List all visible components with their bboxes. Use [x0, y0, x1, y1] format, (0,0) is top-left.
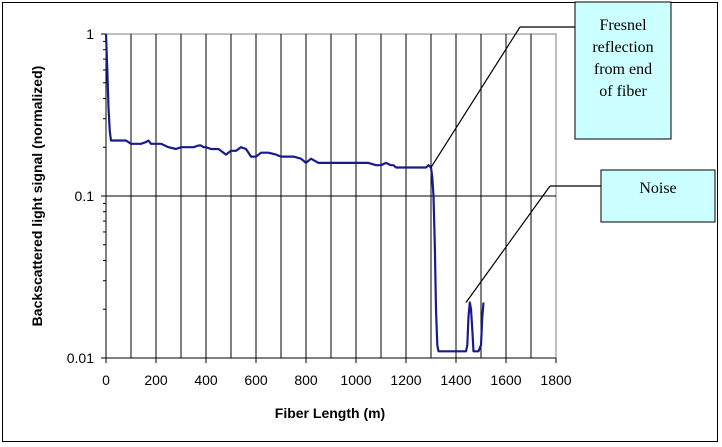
- callout-text: Noise: [639, 180, 676, 197]
- series-line: [104, 33, 485, 353]
- y-tick-label: 1: [86, 26, 94, 42]
- callout-text: from end: [594, 61, 652, 78]
- x-tick-label: 1400: [440, 372, 471, 388]
- x-tick-label: 200: [144, 372, 168, 388]
- callouts: Fresnel reflection from end of fiber Noise: [430, 1, 716, 303]
- y-tick-label: 0.01: [67, 350, 94, 366]
- y-axis-title: Backscattered light signal (normalized): [29, 66, 45, 327]
- callout-1: Noise: [465, 169, 716, 303]
- x-axis-title: Fiber Length (m): [275, 405, 385, 421]
- series: [104, 33, 485, 353]
- callout-box: [574, 1, 672, 140]
- callout-leader: [465, 185, 551, 303]
- callout-text: reflection: [592, 39, 653, 56]
- x-tick-label: 0: [102, 372, 110, 388]
- x-tick-label: 600: [244, 372, 268, 388]
- x-tick-label: 400: [194, 372, 218, 388]
- x-tick-label: 1000: [340, 372, 371, 388]
- y-ticks: 0.01 0.1 1: [67, 26, 106, 366]
- x-tick-label: 1600: [490, 372, 521, 388]
- y-tick-label: 0.1: [75, 188, 95, 204]
- callout-0: Fresnel reflection from end of fiber: [430, 1, 672, 168]
- callout-text: of fiber: [599, 83, 647, 100]
- callout-text: Fresnel: [599, 17, 647, 34]
- x-ticks: 0 200 400 600 800 1000 1200 1400 1600 1800: [102, 358, 572, 388]
- x-tick-label: 1800: [540, 372, 571, 388]
- callout-leader: [430, 26, 521, 168]
- x-tick-label: 800: [294, 372, 318, 388]
- callout-box: [600, 169, 716, 223]
- x-tick-label: 1200: [390, 372, 421, 388]
